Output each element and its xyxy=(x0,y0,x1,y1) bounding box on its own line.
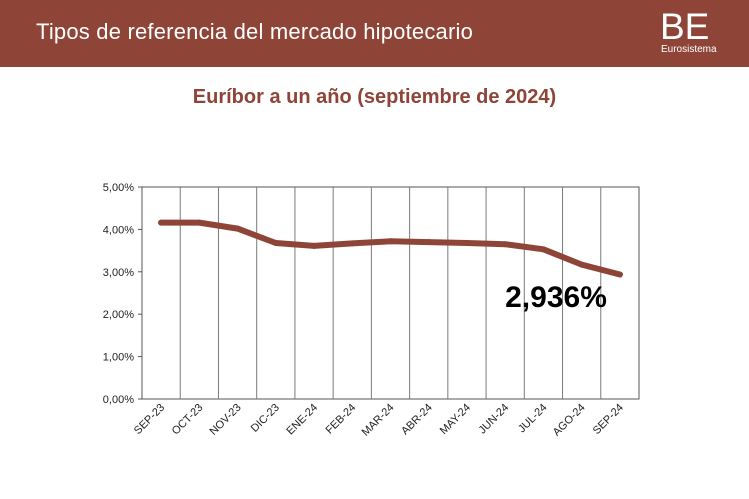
x-tick-label: SEP-24 xyxy=(591,402,626,437)
x-axis-ticks: SEP-23 OCT-23 NOV-23 DIC-23 ENE-24 FEB-24 MAR-… xyxy=(132,402,626,439)
y-tick-label: 0,00% xyxy=(103,394,134,406)
x-tick-label: SEP-23 xyxy=(132,402,167,437)
y-tick-label: 1,00% xyxy=(103,352,134,364)
logo-label: Eurosistema xyxy=(661,44,717,55)
data-point xyxy=(234,225,241,232)
x-tick-label: MAR-24 xyxy=(360,402,397,439)
data-point xyxy=(349,240,356,247)
data-point xyxy=(425,239,432,246)
y-tick-label: 3,00% xyxy=(103,267,134,279)
data-point xyxy=(578,261,585,268)
x-tick-label: JUN-24 xyxy=(476,402,511,437)
logo-letters: BE xyxy=(660,6,709,44)
x-tick-label: AGO-24 xyxy=(551,402,588,439)
chart-title: Euríbor a un año (septiembre de 2024) xyxy=(192,86,557,108)
be-logo-mark: BE xyxy=(660,6,709,44)
euribor-series-line xyxy=(158,219,623,278)
y-tick-label: 5,00% xyxy=(103,182,134,194)
plot-area-border xyxy=(141,186,640,400)
y-axis-ticks: 0,00% 1,00% 2,00% 3,00% 4,00% 5,00% xyxy=(103,182,142,406)
x-tick-label: DIC-23 xyxy=(249,402,282,435)
series-layer xyxy=(158,219,623,278)
data-point xyxy=(540,246,547,253)
data-point xyxy=(311,242,318,249)
x-tick-label: MAY-24 xyxy=(438,402,473,437)
data-point xyxy=(158,219,165,226)
x-tick-label: FEB-24 xyxy=(324,402,359,437)
banco-espana-logo: BE Eurosistema xyxy=(660,6,730,58)
x-tick-label: ABR-24 xyxy=(399,402,435,438)
header-bar: Tipos de referencia del mercado hipoteca… xyxy=(0,0,749,67)
y-tick-label: 4,00% xyxy=(103,224,134,236)
latest-value-annotation: 2,936% xyxy=(505,281,607,314)
data-point xyxy=(196,219,203,226)
x-tick-label: ENE-24 xyxy=(284,402,320,438)
x-tick-label: OCT-23 xyxy=(170,402,206,438)
x-tick-label: JUL-24 xyxy=(516,402,550,436)
data-point xyxy=(502,241,509,248)
data-point xyxy=(387,238,394,245)
data-point xyxy=(272,239,279,246)
header-title: Tipos de referencia del mercado hipoteca… xyxy=(36,19,474,44)
x-tick-label: NOV-23 xyxy=(208,402,244,438)
data-point xyxy=(616,271,623,278)
y-tick-label: 2,00% xyxy=(103,309,134,321)
data-point xyxy=(463,239,470,246)
